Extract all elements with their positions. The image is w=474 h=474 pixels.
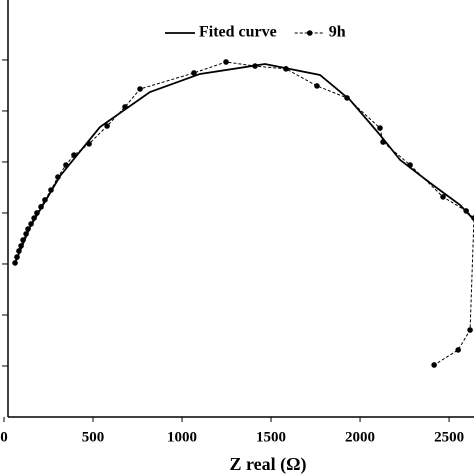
legend-marker (306, 30, 313, 36)
data-point (71, 152, 77, 158)
data-point (34, 210, 40, 216)
plot-area (12, 59, 474, 368)
data-point (31, 215, 37, 221)
x-tick-label: 1500 (256, 429, 286, 445)
data-point (48, 187, 54, 193)
data-point (467, 327, 473, 333)
data-point (25, 226, 31, 232)
data-point (20, 237, 26, 243)
data-point (380, 139, 386, 145)
data-point (377, 125, 383, 131)
data-point (104, 123, 110, 129)
legend-text: Fited curve (199, 24, 277, 41)
data-point (18, 243, 24, 249)
data-point (463, 208, 469, 214)
data-point (455, 347, 461, 353)
x-tick-label: 2000 (345, 429, 375, 445)
data-point (137, 86, 143, 92)
data-point (314, 83, 320, 89)
data-point (86, 141, 92, 147)
data-point (407, 162, 413, 168)
x-tick-label: 0 (0, 429, 8, 445)
x-axis-title: Z real (Ω) (229, 454, 306, 474)
data-point (14, 254, 20, 260)
data-point (440, 194, 446, 200)
x-tick-label: 500 (82, 429, 105, 445)
data-point (16, 248, 22, 254)
data-point (471, 215, 474, 221)
data-point (63, 162, 69, 168)
data-point (55, 174, 61, 180)
x-tick-label: 2500 (434, 429, 464, 445)
data-point (12, 260, 18, 266)
x-tick-label: 1000 (167, 429, 197, 445)
series-line (14, 63, 474, 264)
data-point (122, 104, 128, 110)
data-point (42, 197, 48, 203)
data-point (431, 362, 437, 368)
data-point (28, 221, 34, 227)
legend-text: 9h (329, 24, 346, 41)
data-point (191, 70, 197, 76)
series-line (14, 61, 474, 366)
data-point (283, 66, 289, 72)
data-point (252, 63, 258, 69)
data-point (38, 204, 44, 210)
data-point (23, 231, 29, 237)
data-point (344, 95, 350, 101)
data-point (223, 59, 229, 65)
